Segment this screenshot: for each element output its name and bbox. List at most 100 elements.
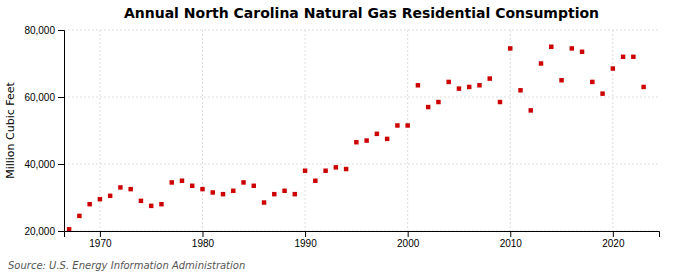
point — [334, 165, 338, 169]
point — [303, 168, 307, 172]
point — [416, 83, 420, 87]
plot-area: 1970 1980 1990 2000 2010 2020 20,000 40,000 60,0… — [24, 25, 659, 249]
tick-label: 1990 — [294, 238, 317, 249]
point — [498, 100, 502, 104]
tick-label: 2010 — [500, 238, 523, 249]
point — [611, 66, 615, 70]
title: Annual North Carolina Natural Gas Reside… — [124, 5, 599, 21]
tick: 2000 — [397, 231, 420, 249]
tick-label: 60,000 — [24, 92, 55, 103]
point — [600, 91, 604, 95]
tick-mark — [202, 231, 203, 237]
point — [385, 137, 389, 141]
tick-label: 80,000 — [24, 25, 55, 36]
tick-mark — [305, 231, 306, 237]
tick-label: 40,000 — [24, 159, 55, 170]
point — [539, 61, 543, 65]
point — [211, 190, 215, 194]
grid-line — [64, 97, 659, 98]
tick: 2010 — [500, 231, 523, 249]
point — [180, 179, 184, 183]
point — [395, 123, 399, 127]
point — [354, 140, 358, 144]
point — [200, 187, 204, 191]
point — [580, 50, 584, 54]
tick: 40,000 — [24, 159, 64, 170]
point — [293, 192, 297, 196]
tick-label: 2020 — [602, 238, 625, 249]
point — [77, 214, 81, 218]
tick: 60,000 — [24, 92, 64, 103]
point — [272, 192, 276, 196]
point — [364, 138, 368, 142]
point — [518, 88, 522, 92]
point — [118, 185, 122, 189]
points — [67, 45, 646, 231]
point — [436, 100, 440, 104]
tick-mark — [58, 164, 64, 165]
point — [231, 189, 235, 193]
tick: 20,000 — [24, 226, 64, 237]
tick: 1970 — [89, 231, 112, 249]
point — [159, 202, 163, 206]
tick-mark — [510, 231, 511, 237]
grid-line — [64, 164, 659, 165]
x-axis: 1970 1980 1990 2000 2010 2020 — [65, 231, 660, 249]
point — [221, 192, 225, 196]
point — [169, 180, 173, 184]
point — [446, 80, 450, 84]
point — [590, 80, 594, 84]
tick: 1990 — [294, 231, 317, 249]
point — [375, 132, 379, 136]
tick-mark — [100, 231, 101, 237]
point — [128, 187, 132, 191]
chart: 1970 1980 1990 2000 2010 2020 20,000 40,000 60,0… — [0, 0, 675, 275]
point — [190, 184, 194, 188]
tick-mark — [58, 30, 64, 31]
point — [87, 202, 91, 206]
point — [641, 85, 645, 89]
axis-line — [58, 31, 65, 232]
point — [139, 199, 143, 203]
grid — [64, 30, 659, 231]
tick: 80,000 — [24, 25, 64, 36]
tick: 2020 — [602, 231, 625, 249]
point — [149, 204, 153, 208]
point — [313, 179, 317, 183]
grid-line — [510, 30, 511, 231]
y-axis: 20,000 40,000 60,000 80,000 — [24, 25, 64, 237]
point — [344, 167, 348, 171]
tick-mark — [408, 231, 409, 237]
point — [487, 76, 491, 80]
tick-label: 1980 — [192, 238, 215, 249]
point — [108, 194, 112, 198]
point — [549, 45, 553, 49]
grid-line — [612, 30, 613, 231]
point — [241, 180, 245, 184]
tick-label: 1970 — [89, 238, 112, 249]
point — [621, 55, 625, 59]
grid-line — [305, 30, 306, 231]
point — [467, 85, 471, 89]
point — [477, 83, 481, 87]
point — [252, 184, 256, 188]
point — [98, 197, 102, 201]
point — [282, 189, 286, 193]
point — [262, 200, 266, 204]
tick: 1980 — [192, 231, 215, 249]
point — [508, 46, 512, 50]
point — [559, 78, 563, 82]
source-note: Source: U.S. Energy Information Administ… — [8, 260, 245, 271]
point — [426, 105, 430, 109]
point — [405, 123, 409, 127]
tick-mark — [58, 97, 64, 98]
point — [323, 168, 327, 172]
grid-line — [407, 30, 408, 231]
point — [529, 108, 533, 112]
tick-label: 2000 — [397, 238, 420, 249]
grid-line — [202, 30, 203, 231]
point — [67, 227, 71, 231]
axis-line — [65, 232, 660, 238]
tick-mark — [613, 231, 614, 237]
y-axis-title: Million Cubic Feet — [4, 81, 17, 178]
